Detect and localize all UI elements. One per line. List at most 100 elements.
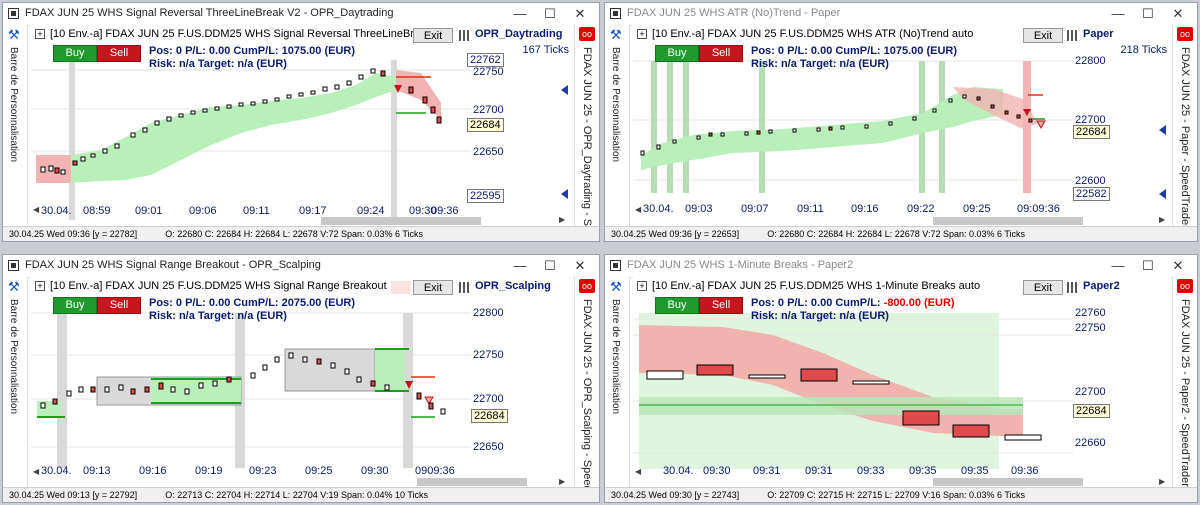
minimize-button[interactable]: — [513,6,527,21]
expand-icon[interactable]: + [637,281,647,291]
horizontal-scrollbar[interactable] [933,478,1083,486]
buy-button[interactable]: Buy [53,45,97,62]
sell-button[interactable]: Sell [97,297,141,314]
app-icon [8,8,19,19]
x-axis-label: 09:33 [857,465,885,477]
minimize-button[interactable]: — [1111,6,1125,21]
price-chart[interactable]: + [10 Env.-a] FDAX JUN 25 F.US.DDM25 WHS… [633,25,1171,227]
scroll-left-icon[interactable]: ◀ [33,205,40,214]
minimize-button[interactable]: — [1111,258,1125,273]
price-chart[interactable]: + [10 Env.-a] FDAX JUN 25 F.US.DDM25 WHS… [31,277,573,488]
wrench-icon[interactable]: ⚒ [610,279,622,294]
x-axis-label: 09:07 [741,203,769,215]
scroll-right-icon[interactable]: ▶ [559,215,566,224]
speedtrader-bar[interactable]: oo FDAX JUN 25 - Paper2 - SpeedTrader [1172,277,1197,488]
link-icon[interactable]: oo [1177,27,1193,41]
speedtrader-bar[interactable]: oo FDAX JUN 25 - OPR_Daytrading - SpeedT… [574,25,599,241]
speedtrader-bar[interactable]: oo FDAX JUN 25 - Paper - SpeedTrader [1172,25,1197,229]
sell-button[interactable]: Sell [97,45,141,62]
buy-button[interactable]: Buy [655,45,699,62]
y-axis-label: 22800 [1075,55,1106,67]
y-axis-label: 22750 [1075,322,1106,334]
expand-icon[interactable]: + [35,29,45,39]
position-text: Pos: 0 P/L: 0.00 CumP/L: 2075.00 (EUR) [149,297,356,309]
scroll-left-icon[interactable]: ◀ [635,205,642,214]
price-chart[interactable]: + [10 Env.-a] FDAX JUN 25 F.US.DDM25 WHS… [633,277,1171,488]
maximize-button[interactable]: ☐ [1142,6,1154,21]
close-button[interactable]: ✕ [574,6,586,21]
x-axis-label: 09:31 [805,465,833,477]
sell-button[interactable]: Sell [699,297,743,314]
account-name[interactable]: Paper [1083,28,1114,40]
scroll-right-icon[interactable]: ▶ [559,477,566,486]
maximize-button[interactable]: ☐ [544,6,556,21]
scroll-right-icon[interactable]: ▶ [1159,215,1166,224]
position-text: Pos: 0 P/L: 0.00 CumP/L: [751,297,881,309]
position-line: Pos: 0 P/L: 0.00 CumP/L: -800.00 (EUR) [751,297,955,309]
price-chart[interactable]: + [10 Env.-a] FDAX JUN 25 F.US.DDM25 WHS… [31,25,573,227]
current-price-box: 22684 [1073,125,1110,139]
buy-button[interactable]: Buy [655,297,699,314]
close-button[interactable]: ✕ [1172,6,1184,21]
sell-button[interactable]: Sell [699,45,743,62]
scroll-left-icon[interactable]: ◀ [33,467,40,476]
account-name[interactable]: OPR_Daytrading [475,28,563,40]
app-icon [8,260,19,271]
status-time: 30.04.25 Wed 09:36 [y = 22782] [9,229,138,239]
x-axis-label: 09:01 [135,205,163,217]
x-axis-label: 09:19 [195,465,223,477]
customization-bar[interactable]: ⚒ Barre de Personnalisation [3,277,28,488]
close-button[interactable]: ✕ [1172,258,1184,273]
customization-bar[interactable]: ⚒ Barre de Personnalisation [3,25,28,227]
exit-button[interactable]: Exit [1023,28,1063,43]
link-icon[interactable]: oo [579,27,595,41]
maximize-button[interactable]: ☐ [544,258,556,273]
exit-button[interactable]: Exit [413,28,453,43]
price-marker-icon [1159,125,1166,135]
horizontal-scrollbar[interactable] [417,478,527,486]
dom-grid-icon[interactable] [459,30,469,41]
dom-grid-icon[interactable] [459,282,469,293]
wrench-icon[interactable]: ⚒ [8,27,20,42]
expand-icon[interactable]: + [637,29,647,39]
account-name[interactable]: OPR_Scalping [475,280,551,292]
dom-grid-icon[interactable] [1067,30,1077,41]
close-button[interactable]: ✕ [574,258,586,273]
buy-button[interactable]: Buy [53,297,97,314]
y-axis-label: 22800 [473,307,504,319]
x-axis-label: 09:11 [243,205,270,217]
title-bar: FDAX JUN 25 WHS ATR (No)Trend - Paper — … [605,3,1197,26]
x-axis-label: 09:25 [305,465,333,477]
x-axis-label: 0909:36 [415,465,455,477]
x-axis-label: 09:36 [431,205,459,217]
risk-line: Risk: n/a Target: n/a (EUR) [149,58,287,70]
wrench-icon[interactable]: ⚒ [8,279,20,294]
exit-button[interactable]: Exit [1023,280,1063,295]
speedtrader-label: FDAX JUN 25 - Paper - SpeedTrader [1179,47,1191,229]
horizontal-scrollbar[interactable] [933,217,1083,225]
customization-bar[interactable]: ⚒ Barre de Personnalisation [605,25,630,227]
horizontal-scrollbar[interactable] [321,217,481,225]
x-axis-label: 09:06 [189,205,217,217]
link-icon[interactable]: oo [1177,279,1193,293]
scroll-right-icon[interactable]: ▶ [1159,477,1166,486]
account-name[interactable]: Paper2 [1083,280,1120,292]
x-axis-label: 09:30 [703,465,731,477]
exit-button[interactable]: Exit [413,280,453,295]
x-axis-label: 09:17 [299,205,327,217]
customization-bar[interactable]: ⚒ Barre de Personnalisation [605,277,630,488]
window-title: FDAX JUN 25 WHS Signal Reversal ThreeLin… [25,7,394,19]
status-ohlc: O: 22680 C: 22684 H: 22684 L: 22678 V:72… [767,229,1026,239]
wrench-icon[interactable]: ⚒ [610,27,622,42]
position-text: Pos: 0 P/L: 0.00 CumP/L: 1075.00 (EUR) [149,45,356,57]
dom-grid-icon[interactable] [1067,282,1077,293]
expand-icon[interactable]: + [35,281,45,291]
maximize-button[interactable]: ☐ [1142,258,1154,273]
scroll-left-icon[interactable]: ◀ [635,467,642,476]
x-axis-label: 09:30 [361,465,389,477]
cumulative-pnl-negative: -800.00 (EUR) [883,297,955,309]
chart-window-paper: FDAX JUN 25 WHS ATR (No)Trend - Paper — … [604,2,1198,242]
speedtrader-bar[interactable]: oo FDAX JUN 25 - OPR_Scalping - SpeedTra… [574,277,599,502]
link-icon[interactable]: oo [579,279,595,293]
minimize-button[interactable]: — [513,258,527,273]
